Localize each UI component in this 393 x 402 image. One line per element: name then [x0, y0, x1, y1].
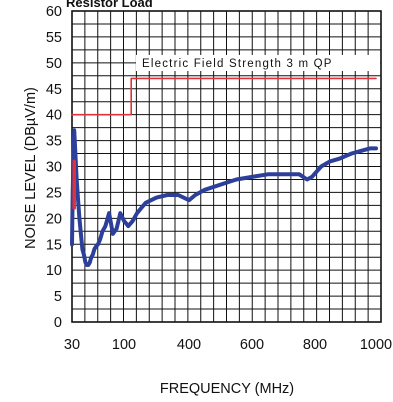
y-tick-label: 15: [46, 237, 62, 253]
grid: [71, 10, 382, 323]
y-tick-label: 60: [46, 4, 62, 20]
x-tick-label: 100: [112, 337, 136, 353]
y-tick-label: 50: [46, 56, 62, 72]
y-tick-label: 35: [46, 134, 62, 150]
series-layer: [70, 77, 378, 267]
x-tick-label: 800: [303, 337, 327, 353]
y-tick-label: 25: [46, 185, 62, 201]
y-axis-title: NOISE LEVEL (DBµV/m): [23, 87, 39, 249]
annotation-backdrop: [136, 55, 380, 71]
x-tick-label: 1000: [360, 337, 392, 353]
x-axis-title: FREQUENCY (MHz): [160, 381, 294, 397]
y-tick-label: 55: [46, 30, 62, 46]
annotation-label: Electric Field Strength 3 m QP: [142, 58, 333, 70]
series-limit-line: [71, 77, 377, 116]
y-tick-label: 45: [46, 82, 62, 98]
y-tick-label: 20: [46, 211, 62, 227]
y-tick-label: 0: [54, 315, 62, 331]
series-noise-line: [70, 128, 378, 267]
y-tick-label: 30: [46, 160, 62, 176]
x-tick-label: 600: [240, 337, 264, 353]
y-tick-label: 40: [46, 108, 62, 124]
chart-title: Resistor Load: [66, 0, 153, 10]
x-tick-labels: 30 100 400 600 800 1000: [64, 337, 392, 353]
x-tick-label: 30: [64, 337, 80, 353]
x-tick-label: 400: [177, 337, 201, 353]
y-tick-label: 10: [46, 263, 62, 279]
y-tick-label: 5: [54, 289, 62, 305]
y-tick-labels: 0 5 10 15 20 25 30 35 40 45 50 55 60: [46, 4, 62, 331]
